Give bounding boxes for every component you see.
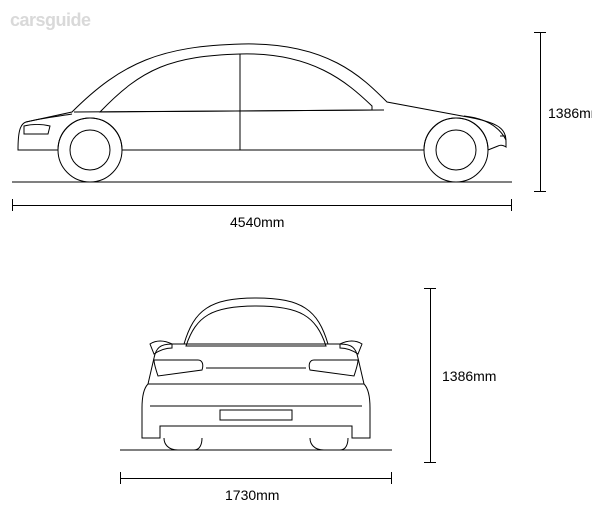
front-height-dim-line: [430, 288, 431, 463]
side-length-label: 4540mm: [230, 214, 284, 230]
side-height-tick-top: [534, 32, 546, 33]
front-width-tick-right: [391, 472, 392, 484]
side-height-dim-line: [540, 32, 541, 192]
front-height-tick-bottom: [424, 462, 436, 463]
car-side-view: [12, 32, 512, 192]
front-height-tick-top: [424, 288, 436, 289]
front-width-label: 1730mm: [225, 487, 279, 503]
front-width-dim-line: [120, 478, 392, 479]
car-front-view: [120, 288, 392, 463]
watermark: carsguide: [10, 10, 91, 31]
side-height-tick-bottom: [534, 191, 546, 192]
front-height-label: 1386mm: [442, 368, 496, 384]
side-height-label: 1386mm: [548, 105, 592, 121]
front-width-tick-left: [120, 472, 121, 484]
side-length-tick-right: [511, 199, 512, 211]
side-length-tick-left: [12, 199, 13, 211]
side-length-dim-line: [12, 205, 512, 206]
